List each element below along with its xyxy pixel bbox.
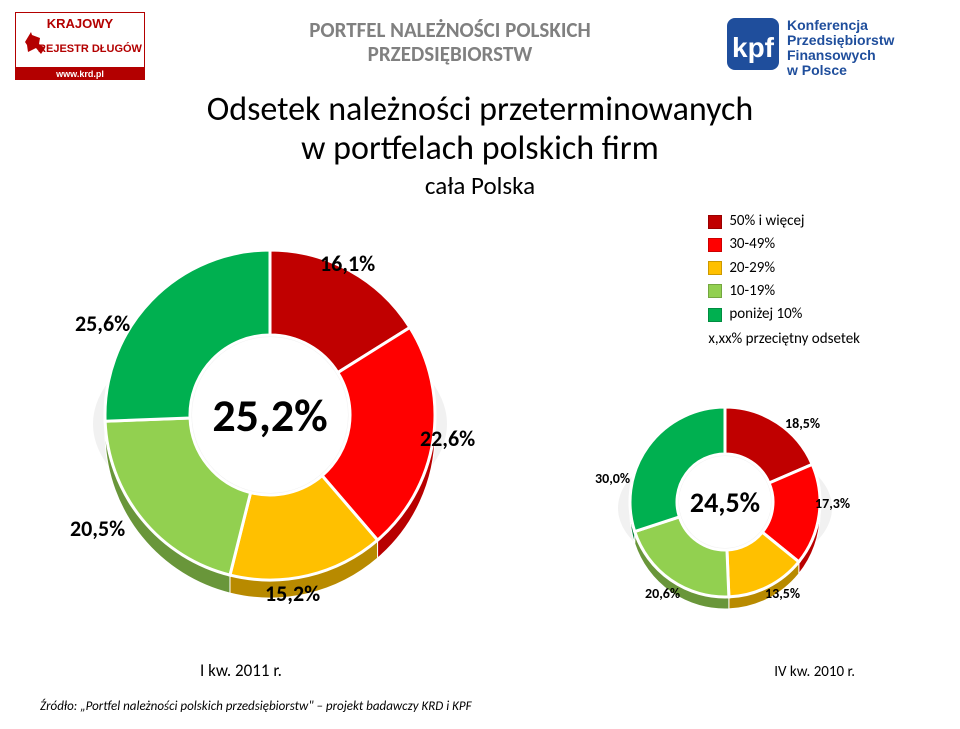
big-donut-chart: 25,2% 16,1% 22,6% 15,2% 20,5% 25,6% (40, 225, 500, 605)
svg-text:24,5%: 24,5% (690, 485, 760, 520)
slice-label: 17,3% (815, 495, 850, 512)
legend-avg: x,xx% przeciętny odsetek (708, 328, 860, 351)
slice-label: 16,1% (320, 250, 375, 277)
title-line1: PORTFEL NALEŻNOŚCI POLSKICH (200, 18, 700, 42)
main-title-line3: cała Polska (0, 172, 960, 201)
svg-text:Finansowych: Finansowych (787, 47, 876, 63)
slice-label: 18,5% (785, 415, 820, 432)
slice-label: 20,6% (645, 585, 680, 602)
legend-label: 20-29% (729, 257, 775, 280)
legend-item: 20-29% (708, 257, 860, 280)
title-line2: PRZEDSIĘBIORSTW (200, 42, 700, 66)
legend-label: poniżej 10% (729, 303, 802, 326)
legend: 50% i więcej30-49%20-29%10-19%poniżej 10… (708, 210, 860, 352)
legend-item: 10-19% (708, 280, 860, 303)
legend-label: 50% i więcej (729, 210, 804, 233)
main-title-line2: w portfelach polskich firm (0, 129, 960, 168)
small-chart-period: IV kw. 2010 r. (774, 663, 855, 681)
legend-item: poniżej 10% (708, 303, 860, 326)
legend-label: 30-49% (729, 233, 775, 256)
svg-text:www.krd.pl: www.krd.pl (55, 69, 104, 79)
legend-swatch (708, 261, 722, 275)
legend-swatch (708, 308, 722, 322)
header-title: PORTFEL NALEŻNOŚCI POLSKICH PRZEDSIĘBIOR… (200, 18, 700, 66)
legend-swatch (708, 238, 722, 252)
big-chart-period: I kw. 2011 r. (200, 660, 282, 681)
svg-text:kpf: kpf (732, 32, 775, 63)
svg-text:25,2%: 25,2% (212, 388, 327, 444)
svg-text:w Polsce: w Polsce (786, 62, 847, 78)
slice-label: 22,6% (420, 425, 475, 452)
legend-swatch (708, 284, 722, 298)
source-note: Źródło: „Portfel należności polskich prz… (40, 699, 472, 714)
legend-swatch (708, 215, 722, 229)
svg-text:REJESTR DŁUGÓW: REJESTR DŁUGÓW (38, 42, 143, 55)
svg-text:Konferencja: Konferencja (787, 17, 868, 33)
small-donut-chart: 24,5% 18,5% 17,3% 13,5% 20,6% 30,0% (590, 390, 860, 625)
main-title: Odsetek należności przeterminowanych w p… (0, 90, 960, 201)
slice-label: 15,2% (265, 580, 320, 607)
svg-text:KRAJOWY: KRAJOWY (47, 16, 114, 31)
legend-item: 30-49% (708, 233, 860, 256)
main-title-line1: Odsetek należności przeterminowanych (0, 90, 960, 129)
slice-label: 25,6% (75, 310, 130, 337)
kpf-logo: kpf Konferencja Przedsiębiorstw Finansow… (725, 10, 945, 85)
slice-label: 20,5% (70, 515, 125, 542)
slice-label: 13,5% (765, 585, 800, 602)
svg-text:Przedsiębiorstw: Przedsiębiorstw (787, 32, 894, 48)
krd-logo: KRAJOWY REJESTR DŁUGÓW www.krd.pl (15, 12, 145, 85)
slice-label: 30,0% (595, 470, 630, 487)
legend-label: 10-19% (729, 280, 775, 303)
legend-item: 50% i więcej (708, 210, 860, 233)
